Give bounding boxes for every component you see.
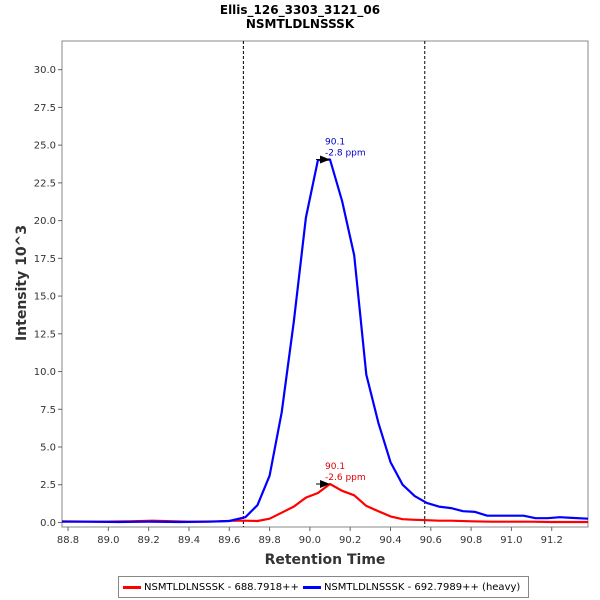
x-tick-label: 89.4 xyxy=(178,535,200,546)
x-tick-label: 88.8 xyxy=(57,535,79,546)
y-tick-label: 30.0 xyxy=(34,65,56,76)
x-tick-label: 90.8 xyxy=(460,535,482,546)
legend-swatch-red xyxy=(123,585,141,589)
x-tick-label: 89.6 xyxy=(218,535,240,546)
plot-frame xyxy=(61,40,589,528)
x-tick-label: 91.0 xyxy=(500,535,522,546)
peak-annotation-text: 90.1 xyxy=(325,137,345,147)
legend: NSMTLDLNSSSK - 688.7918++ NSMTLDLNSSSK -… xyxy=(118,576,530,598)
x-tick-label: 89.2 xyxy=(138,535,160,546)
y-tick-label: 12.5 xyxy=(34,329,56,340)
plot-area: 0.0 2.5 5.0 7.5 10.0 12.5 15.0 17.5 20.0 22.5 25.0… xyxy=(34,40,589,546)
x-tick-label: 90.4 xyxy=(379,535,401,546)
x-tick-label: 90.2 xyxy=(339,535,361,546)
y-tick-label: 17.5 xyxy=(34,254,56,265)
y-tick-label: 5.0 xyxy=(40,443,56,454)
y-tick-label: 20.0 xyxy=(34,216,56,227)
y-tick-label: 2.5 xyxy=(40,480,56,491)
y-tick-label: 22.5 xyxy=(34,178,56,189)
x-tick-label: 89.0 xyxy=(97,535,119,546)
x-tick-label: 89.8 xyxy=(258,535,280,546)
legend-item-heavy: NSMTLDLNSSSK - 692.7989++ (heavy) xyxy=(302,581,521,593)
legend-swatch-blue xyxy=(302,585,321,589)
x-tick-label: 90.6 xyxy=(420,535,442,546)
peak-annotation-text: -2.6 ppm xyxy=(325,473,366,483)
y-tick-label: 10.0 xyxy=(34,367,56,378)
chart-subtitle: NSMTLDLNSSSK xyxy=(246,17,355,31)
peak-annotation-text: -2.8 ppm xyxy=(325,148,366,158)
legend-label-heavy: NSMTLDLNSSSK - 692.7989++ (heavy) xyxy=(323,581,521,593)
y-tick-label: 15.0 xyxy=(34,292,56,303)
series-line-heavy xyxy=(62,158,589,524)
x-tick-label: 90.0 xyxy=(299,535,321,546)
x-tick-label: 91.2 xyxy=(541,535,563,546)
x-axis-label: Retention Time xyxy=(265,552,386,568)
peak-arrow-head xyxy=(320,155,331,164)
y-tick-label: 27.5 xyxy=(34,103,56,114)
peak-arrow-head xyxy=(320,479,331,488)
y-axis-label: Intensity 10^3 xyxy=(14,225,30,341)
legend-label-light: NSMTLDLNSSSK - 688.7918++ xyxy=(144,581,299,593)
chart-title: Ellis_126_3303_3121_06 xyxy=(220,3,380,18)
peak-annotation-text: 90.1 xyxy=(325,462,345,472)
y-tick-label: 7.5 xyxy=(40,405,56,416)
y-tick-label: 0.0 xyxy=(40,518,56,529)
legend-item-light: NSMTLDLNSSSK - 688.7918++ xyxy=(123,582,299,593)
y-tick-label: 25.0 xyxy=(34,141,56,152)
